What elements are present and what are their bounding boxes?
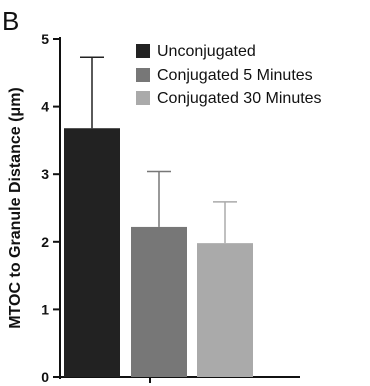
bars bbox=[64, 56, 253, 377]
legend-swatch-3 bbox=[136, 91, 150, 105]
y-tick-label-3: 3 bbox=[41, 166, 49, 182]
bar-2 bbox=[131, 226, 187, 377]
legend-label-1: Unconjugated bbox=[157, 43, 256, 60]
bar-3 bbox=[197, 243, 253, 377]
y-tick-label-5: 5 bbox=[41, 31, 49, 47]
y-tick-label-4: 4 bbox=[41, 99, 49, 115]
y-tick-label-1: 1 bbox=[41, 301, 49, 317]
legend-swatch-2 bbox=[136, 68, 150, 82]
legend-label-2: Conjugated 5 Minutes bbox=[157, 67, 313, 84]
y-tick-label-0: 0 bbox=[41, 369, 49, 385]
legend-swatch-1 bbox=[136, 44, 150, 58]
legend: Unconjugated Conjugated 5 Minutes Conjugat… bbox=[136, 43, 322, 107]
y-axis-label: MTOC to Granule Distance (μm) bbox=[7, 87, 24, 329]
y-tick-label-2: 2 bbox=[41, 234, 49, 250]
bar-1 bbox=[64, 128, 120, 377]
legend-label-3: Conjugated 30 Minutes bbox=[157, 90, 322, 107]
panel-label: B bbox=[2, 6, 19, 36]
